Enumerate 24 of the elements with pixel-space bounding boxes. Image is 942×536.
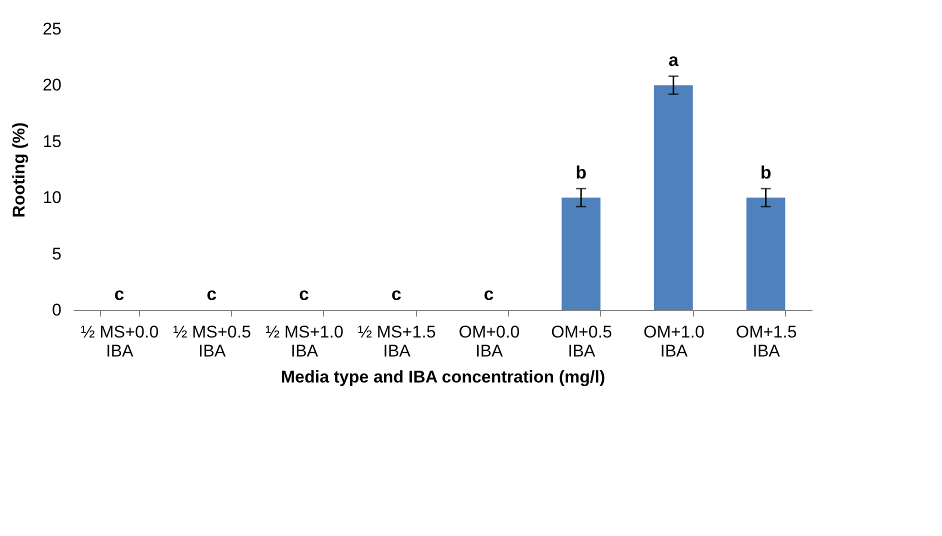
x-axis-title: Media type and IBA concentration (mg/l) <box>280 368 606 386</box>
x-tick-label: OM+0.0 IBA <box>458 322 520 360</box>
x-tick-label: ½ MS+0.5 IBA <box>173 322 252 360</box>
y-tick-label: 20 <box>42 76 62 95</box>
x-tick-label: OM+0.5 IBA <box>551 322 612 360</box>
x-tick-label: OM+1.0 IBA <box>643 322 704 360</box>
y-tick-label: 0 <box>52 300 62 320</box>
annotation: c <box>484 284 494 304</box>
annotation: c <box>206 284 217 304</box>
annotation: c <box>391 284 402 304</box>
x-tick-label: OM+1.5 IBA <box>736 322 797 360</box>
annotation: b <box>760 162 772 183</box>
x-tick-label: ½ MS+0.0 IBA <box>80 322 159 360</box>
annotation: a <box>668 50 680 70</box>
x-tick-label: ½ MS+1.0 IBA <box>265 322 344 360</box>
y-tick-label: 5 <box>52 244 62 264</box>
annotation: c <box>114 284 124 304</box>
y-axis-title: Rooting (%) <box>10 122 29 218</box>
annotation: c <box>298 284 309 304</box>
y-tick-label: 15 <box>42 132 62 151</box>
annotation: b <box>576 162 587 183</box>
y-tick-label: 25 <box>42 20 62 38</box>
x-tick-label: ½ MS+1.5 IBA <box>358 322 436 360</box>
y-tick-label: 10 <box>42 188 62 208</box>
